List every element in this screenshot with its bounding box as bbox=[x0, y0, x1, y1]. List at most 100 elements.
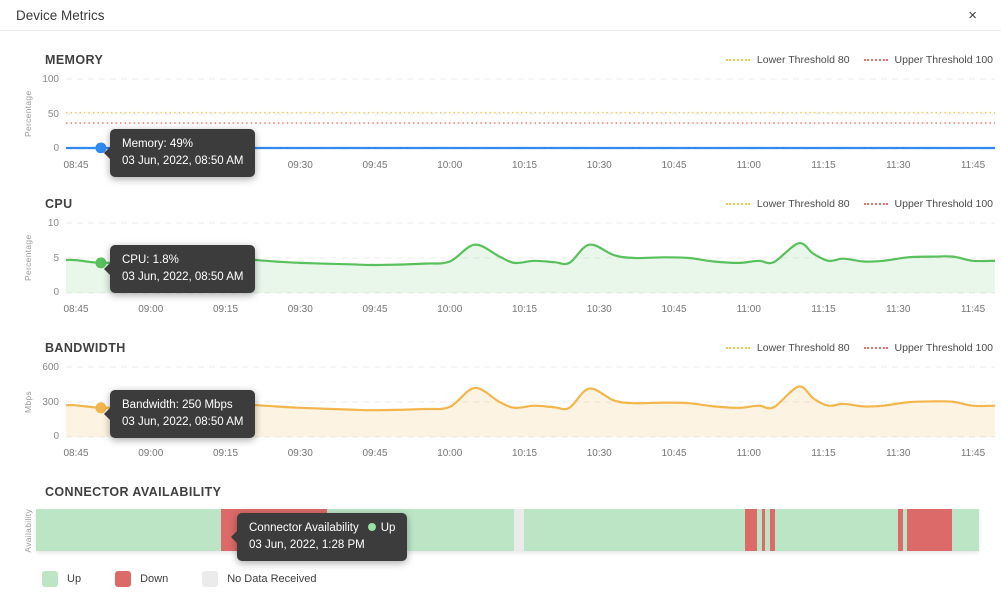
legend-item-up: Up bbox=[42, 570, 82, 587]
x-tick-label: 09:45 bbox=[362, 160, 388, 171]
bandwidth-tooltip-value: Bandwidth: 250 Mbps bbox=[122, 399, 233, 411]
threshold-legend: Lower Threshold 80 Upper Threshold 100 bbox=[712, 198, 993, 210]
x-tick-label: 08:45 bbox=[63, 160, 89, 171]
connector-availability-section: CONNECTOR AVAILABILITY Availability Conn… bbox=[20, 483, 995, 587]
x-tick-label: 11:00 bbox=[736, 304, 761, 315]
cpu-section: CPU Lower Threshold 80 Upper Threshold 1… bbox=[20, 195, 995, 319]
availability-legend: Up Down No Data Received bbox=[42, 570, 995, 587]
x-tick-label: 10:45 bbox=[661, 448, 687, 459]
availability-segment-nodata[interactable] bbox=[514, 509, 525, 551]
nodata-swatch-icon bbox=[202, 570, 219, 587]
upper-threshold-swatch bbox=[863, 203, 888, 205]
x-tick-label: 10:15 bbox=[511, 448, 538, 459]
availability-segment-up[interactable] bbox=[757, 509, 763, 551]
cpu-y-axis-ticks: 10 5 0 bbox=[36, 218, 66, 298]
x-tick-label: 11:30 bbox=[886, 304, 911, 315]
memory-tooltip-timestamp: 03 Jun, 2022, 08:50 AM bbox=[122, 155, 244, 167]
y-tick-label: 10 bbox=[47, 218, 59, 229]
x-tick-label: 09:30 bbox=[287, 160, 313, 171]
close-icon[interactable]: × bbox=[964, 6, 981, 25]
x-tick-label: 11:45 bbox=[960, 160, 986, 171]
x-tick-label: 11:45 bbox=[960, 304, 986, 315]
x-tick-label: 10:00 bbox=[437, 160, 463, 171]
bandwidth-x-axis-ticks: 08:45 09:00 09:15 09:30 09:45 10:00 10:15 10:30… bbox=[63, 448, 995, 463]
availability-segment-up[interactable] bbox=[952, 509, 979, 551]
x-tick-label: 11:45 bbox=[960, 448, 986, 459]
availability-segment-down[interactable] bbox=[745, 509, 758, 551]
memory-y-axis-title: Percentage bbox=[23, 90, 33, 138]
bandwidth-y-axis-title: Mbps bbox=[23, 391, 33, 413]
memory-section: MEMORY Lower Threshold 80 Upper Threshol… bbox=[20, 51, 995, 177]
lower-threshold-swatch bbox=[725, 59, 750, 61]
cpu-x-axis-ticks: 08:45 09:00 09:15 09:30 09:45 10:00 10:15 10:30… bbox=[63, 304, 995, 319]
availability-tooltip-timestamp: 03 Jun, 2022, 1:28 PM bbox=[249, 539, 365, 551]
bandwidth-section: BANDWIDTH Lower Threshold 80 Upper Thres… bbox=[20, 339, 995, 463]
upper-threshold-label: Upper Threshold 100 bbox=[894, 54, 993, 66]
cpu-tooltip-value: CPU: 1.8% bbox=[122, 254, 179, 266]
x-tick-label: 09:15 bbox=[212, 448, 239, 459]
x-tick-label: 09:30 bbox=[287, 448, 313, 459]
threshold-legend: Lower Threshold 80 Upper Threshold 100 bbox=[712, 342, 993, 354]
x-tick-label: 11:15 bbox=[811, 304, 836, 315]
x-tick-label: 09:45 bbox=[362, 448, 388, 459]
bandwidth-chart-plot[interactable]: Bandwidth: 250 Mbps 03 Jun, 2022, 08:50 … bbox=[66, 363, 995, 441]
y-tick-label: 100 bbox=[42, 74, 59, 85]
availability-segment-down[interactable] bbox=[769, 509, 775, 551]
cpu-tooltip: CPU: 1.8% 03 Jun, 2022, 08:50 AM bbox=[110, 245, 256, 293]
status-up-dot-icon bbox=[367, 523, 376, 531]
memory-tooltip: Memory: 49% 03 Jun, 2022, 08:50 AM bbox=[110, 129, 256, 177]
y-tick-label: 0 bbox=[53, 143, 59, 154]
cpu-chart-plot[interactable]: CPU: 1.8% 03 Jun, 2022, 08:50 AM bbox=[66, 219, 995, 297]
x-tick-label: 10:15 bbox=[511, 304, 538, 315]
x-tick-label: 09:45 bbox=[362, 304, 388, 315]
y-tick-label: 5 bbox=[53, 252, 59, 264]
x-tick-label: 11:30 bbox=[886, 448, 911, 459]
x-tick-label: 11:15 bbox=[811, 160, 836, 171]
x-tick-label: 10:15 bbox=[511, 160, 538, 171]
availability-segment-up[interactable] bbox=[36, 509, 221, 551]
bandwidth-tooltip: Bandwidth: 250 Mbps 03 Jun, 2022, 08:50 … bbox=[110, 390, 256, 438]
up-swatch-icon bbox=[42, 570, 58, 587]
upper-threshold-label: Upper Threshold 100 bbox=[894, 198, 993, 210]
legend-nodata-label: No Data Received bbox=[227, 572, 317, 585]
bandwidth-title: BANDWIDTH bbox=[45, 341, 126, 355]
x-tick-label: 09:00 bbox=[138, 448, 164, 459]
bandwidth-y-axis-ticks: 600 300 0 bbox=[36, 362, 66, 442]
lower-threshold-label: Lower Threshold 80 bbox=[756, 54, 850, 66]
availability-segment-down[interactable] bbox=[762, 509, 766, 551]
connector-availability-title: CONNECTOR AVAILABILITY bbox=[45, 485, 222, 499]
availability-segment-down[interactable] bbox=[906, 509, 953, 551]
cpu-tooltip-timestamp: 03 Jun, 2022, 08:50 AM bbox=[122, 271, 244, 283]
x-tick-label: 11:15 bbox=[811, 448, 836, 459]
x-tick-label: 10:00 bbox=[437, 304, 463, 315]
memory-chart-plot[interactable]: Memory: 49% 03 Jun, 2022, 08:50 AM bbox=[66, 75, 995, 177]
y-tick-label: 0 bbox=[53, 431, 59, 442]
modal-header: Device Metrics × bbox=[0, 0, 1001, 31]
cpu-title: CPU bbox=[45, 197, 73, 211]
availability-y-axis-title: Availability bbox=[23, 509, 33, 553]
x-tick-label: 11:00 bbox=[736, 160, 761, 171]
threshold-legend: Lower Threshold 80 Upper Threshold 100 bbox=[712, 54, 993, 66]
availability-timeline-bar[interactable]: Connector Availability Up 03 Jun, 2022, 1… bbox=[36, 509, 979, 561]
upper-threshold-swatch bbox=[863, 347, 888, 349]
y-tick-label: 0 bbox=[53, 287, 59, 298]
x-tick-label: 10:45 bbox=[661, 304, 687, 315]
availability-segment-down[interactable] bbox=[898, 509, 903, 551]
x-tick-label: 10:00 bbox=[437, 448, 463, 459]
availability-segment-up[interactable] bbox=[524, 509, 746, 551]
x-tick-label: 11:30 bbox=[886, 160, 911, 171]
availability-segment-up[interactable] bbox=[902, 509, 907, 551]
y-tick-label: 600 bbox=[42, 362, 59, 373]
upper-threshold-swatch bbox=[863, 59, 888, 61]
availability-segment-up[interactable] bbox=[765, 509, 770, 551]
availability-tooltip-title: Connector Availability bbox=[249, 522, 359, 534]
x-tick-label: 09:00 bbox=[138, 304, 164, 315]
legend-up-label: Up bbox=[67, 572, 82, 585]
x-tick-label: 09:15 bbox=[212, 304, 239, 315]
x-tick-label: 10:30 bbox=[586, 160, 612, 171]
x-tick-label: 10:30 bbox=[586, 448, 612, 459]
memory-tooltip-value: Memory: 49% bbox=[122, 138, 193, 150]
availability-segment-up[interactable] bbox=[774, 509, 899, 551]
memory-title: MEMORY bbox=[45, 53, 104, 67]
lower-threshold-label: Lower Threshold 80 bbox=[756, 342, 850, 354]
